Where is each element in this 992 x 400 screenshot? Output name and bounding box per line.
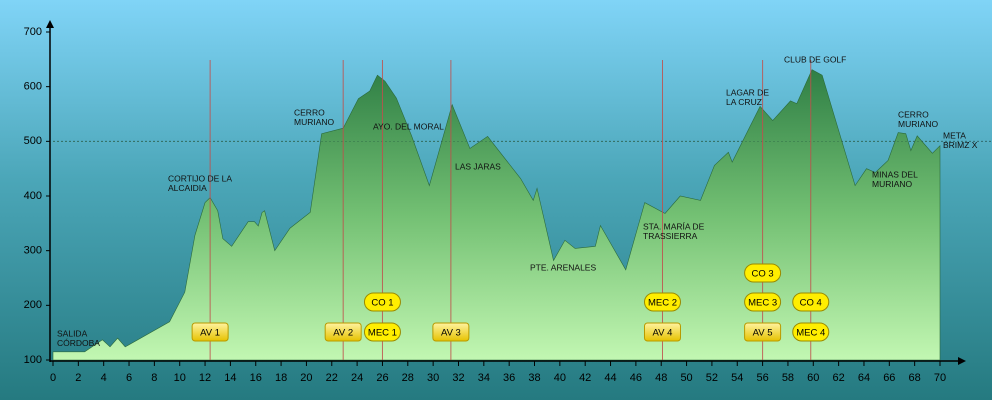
x-tick-label: 20 [300,372,312,384]
place-label: LAGAR DE [726,87,769,97]
place-label: STA. MARÍA DE [643,221,705,231]
place-label: SALIDA [57,328,88,338]
x-tick-label: 44 [604,372,616,384]
station-label: AV 5 [753,328,773,339]
station-label: AV 1 [200,328,220,339]
station-label: CO 3 [752,269,774,280]
place-label: MURIANO [294,117,335,127]
place-label: CLUB DE GOLF [784,54,846,64]
x-tick-label: 22 [326,372,338,384]
y-axis-arrow [46,20,54,28]
place-label: CERRO [294,107,325,117]
station-label: CO 4 [800,298,822,309]
y-tick-label: 200 [24,299,42,311]
x-tick-label: 16 [250,372,262,384]
x-tick-label: 52 [706,372,718,384]
station-label: MEC 2 [648,298,677,309]
station-badge [744,292,782,312]
station-badge [744,263,782,283]
x-tick-label: 56 [756,372,768,384]
x-tick-label: 14 [224,372,236,384]
station-badge [643,322,681,342]
place-label: ALCAIDIA [168,183,207,193]
x-tick-label: 24 [351,372,363,384]
place-label: LAS JARAS [455,161,501,171]
x-tick-label: 48 [655,372,667,384]
station-label: MEC 3 [748,298,777,309]
x-tick-label: 34 [478,372,490,384]
x-tick-label: 0 [50,372,56,384]
station-label: CO 1 [371,298,393,309]
x-tick-label: 12 [199,372,211,384]
place-label: CERRO [898,109,929,119]
x-tick-label: 30 [427,372,439,384]
x-tick-label: 60 [807,372,819,384]
y-tick-label: 700 [24,26,42,38]
x-tick-label: 26 [376,372,388,384]
station-badge [792,292,830,312]
y-tick-label: 500 [24,135,42,147]
station-label: MEC 4 [796,328,825,339]
x-tick-label: 6 [126,372,132,384]
x-tick-label: 28 [402,372,414,384]
x-tick-label: 42 [579,372,591,384]
station-label: AV 2 [333,328,353,339]
x-tick-label: 18 [275,372,287,384]
station-label: AV 3 [441,328,461,339]
x-tick-label: 38 [528,372,540,384]
x-tick-label: 68 [909,372,921,384]
station-badge [432,322,470,342]
place-label: LA CRUZ [726,97,762,107]
x-tick-label: 2 [75,372,81,384]
station-badge [363,292,401,312]
x-tick-label: 40 [554,372,566,384]
station-badge [643,292,681,312]
x-tick-label: 64 [858,372,870,384]
station-badge [744,322,782,342]
x-tick-label: 10 [174,372,186,384]
y-tick-label: 100 [24,354,42,366]
x-tick-label: 62 [833,372,845,384]
x-tick-label: 66 [883,372,895,384]
station-badge [191,322,229,342]
place-label: MINAS DEL [872,169,918,179]
x-tick-label: 4 [101,372,107,384]
x-tick-label: 58 [782,372,794,384]
station-badge [792,322,830,342]
x-tick-label: 8 [151,372,157,384]
y-tick-label: 300 [24,245,42,257]
station-badge [363,322,401,342]
station-badge [324,322,362,342]
x-tick-label: 36 [503,372,515,384]
x-tick-label: 32 [452,372,464,384]
x-tick-label: 50 [680,372,692,384]
y-tick-label: 600 [24,81,42,93]
y-tick-label: 400 [24,190,42,202]
place-label: MURIANO [898,119,939,129]
place-label: CORTIJO DE LA [168,173,232,183]
place-label: TRASSIERRA [643,231,698,241]
place-label: MURIANO [872,179,913,189]
x-tick-label: 70 [934,372,946,384]
x-tick-label: 46 [630,372,642,384]
place-label: PTE. ARENALES [530,262,596,272]
station-label: AV 4 [653,328,673,339]
elevation-area [52,69,941,361]
place-label: CÓRDOBA [57,338,100,348]
x-axis-arrow [958,357,966,365]
x-tick-label: 54 [731,372,743,384]
place-label: BRIMZ X [943,140,978,150]
place-label: AYO. DEL MORAL [373,121,444,131]
station-label: MEC 1 [368,328,397,339]
place-label: META [943,130,966,140]
